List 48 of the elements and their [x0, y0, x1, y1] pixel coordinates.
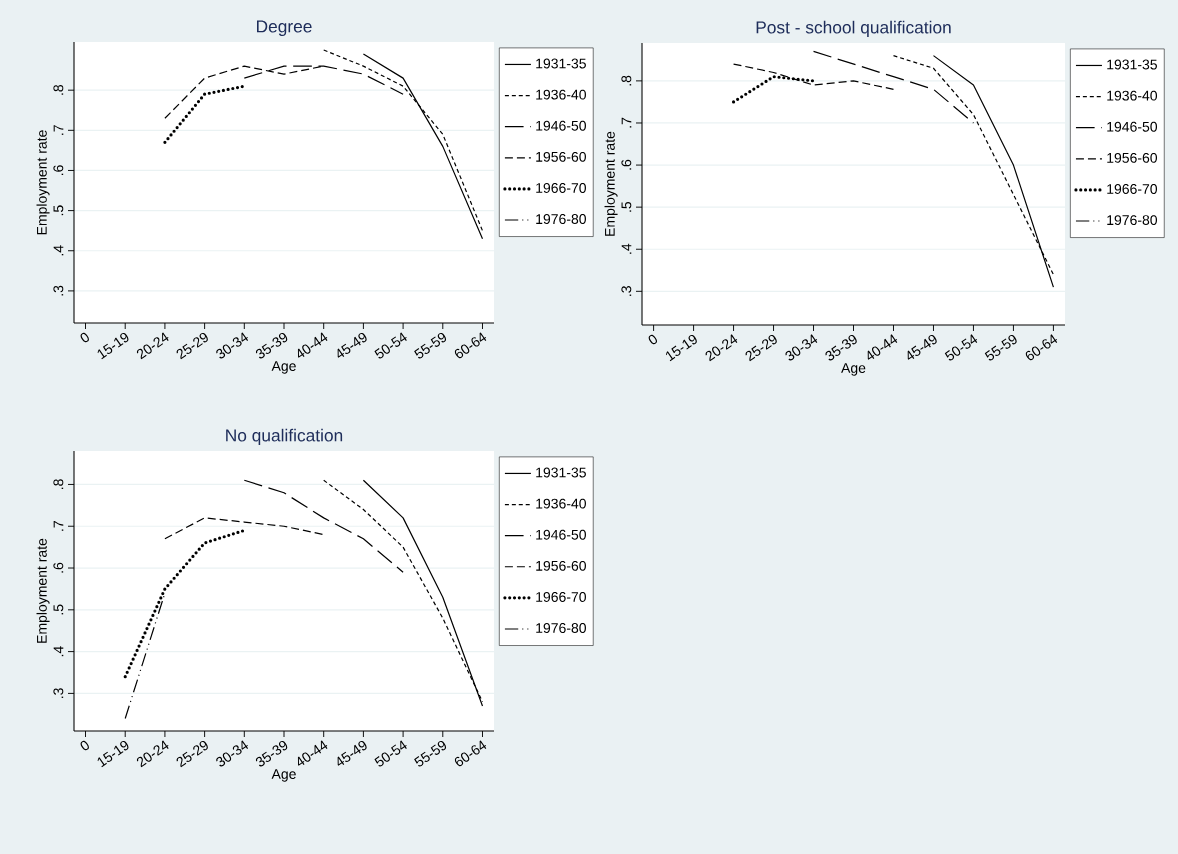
y-tick-label: .7	[53, 521, 64, 531]
legend-label: 1956-60	[536, 151, 586, 162]
legend-label: 1946-50	[536, 529, 586, 540]
x-axis-title: Age	[271, 361, 296, 374]
legend-label: 1936-40	[536, 498, 586, 509]
y-tick-label: .7	[621, 117, 632, 128]
y-tick-label: .5	[53, 604, 64, 615]
y-axis-title: Employment rate	[36, 538, 50, 643]
y-tick-label: .4	[53, 646, 64, 657]
y-tick-label: .4	[621, 243, 632, 254]
y-tick-label: .6	[621, 159, 632, 170]
y-tick-label: .7	[53, 125, 64, 135]
legend-label: 1956-60	[536, 560, 586, 571]
legend-label: 1956-60	[1107, 152, 1158, 163]
y-tick-label: .3	[621, 286, 632, 296]
y-tick-label: .3	[53, 688, 64, 698]
x-axis-title: Age	[271, 769, 296, 782]
legend-label: 1966-70	[1107, 184, 1158, 194]
y-tick-label: .8	[53, 479, 64, 489]
y-axis-title: Employment rate	[604, 131, 618, 236]
y-tick-label: .6	[53, 562, 64, 573]
legend-label: 1931-35	[1107, 59, 1157, 70]
x-tick-label: 0	[80, 332, 89, 343]
y-tick-label: .3	[53, 285, 64, 296]
y-tick-label: .5	[621, 201, 632, 212]
y-tick-label: .8	[621, 75, 632, 86]
chart-title: Post - school qualification	[756, 20, 951, 37]
legend-label: 1976-80	[536, 214, 586, 225]
legend-label: 1931-35	[536, 58, 586, 69]
legend-label: 1976-80	[1107, 215, 1158, 226]
legend-label: 1976-80	[536, 623, 586, 634]
legend-label: 1931-35	[536, 467, 586, 478]
y-axis-title: Employment rate	[36, 130, 50, 235]
y-tick-label: .5	[53, 205, 64, 216]
legend-label: 1966-70	[536, 591, 586, 602]
legend-label: 1936-40	[1107, 90, 1158, 101]
chart-title: No qualification	[226, 428, 343, 445]
x-tick-label: 0	[80, 740, 89, 751]
y-tick-label: .6	[53, 165, 64, 176]
y-tick-label: .4	[53, 245, 64, 256]
y-tick-label: .8	[53, 84, 64, 95]
legend-label: 1946-50	[536, 120, 586, 131]
legend-label: 1946-50	[1107, 121, 1158, 132]
x-tick-label: 0	[648, 334, 658, 345]
chart-title: Degree	[257, 20, 312, 36]
legend-label: 1936-40	[536, 89, 586, 100]
legend-label: 1966-70	[536, 183, 586, 193]
x-axis-title: Age	[841, 363, 866, 376]
